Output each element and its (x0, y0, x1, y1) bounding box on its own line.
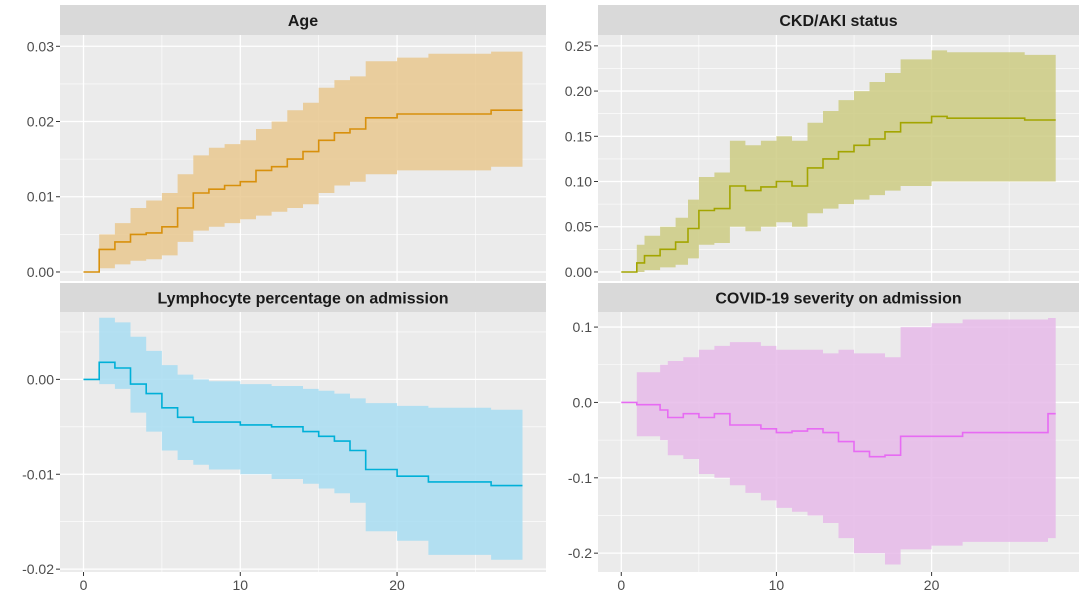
chart-1-strip (598, 5, 1079, 35)
chart-1-title: CKD/AKI status (779, 13, 897, 30)
chart-0-y-tick-label: 0.01 (27, 189, 54, 205)
chart-2-confidence-band (83, 317, 523, 560)
chart-1-y-tick-label: 0.10 (565, 174, 592, 190)
chart-3-y-tick-label: -0.1 (568, 470, 592, 486)
chart-2-y-tick-label: -0.01 (22, 466, 54, 482)
chart-1-y-tick-label: 0.05 (565, 219, 592, 235)
chart-2-y-tick-label: -0.02 (22, 561, 54, 577)
chart-0-y-tick-label: 0.00 (27, 264, 54, 280)
chart-3-title: COVID-19 severity on admission (715, 291, 961, 308)
chart-0-title: Age (288, 13, 318, 30)
facet-covid-19-severity: COVID-19 severity on admission 0.1 0.0 -0.1… (568, 283, 1079, 593)
facet-lymphocyte-percentage: Lymphocyte percentage on admission 0.00 -0… (22, 283, 546, 593)
chart-2-x-tick-label: 0 (80, 577, 88, 593)
chart-3-x-tick-label: 0 (617, 577, 625, 593)
chart-3-y-tick-label: 0.1 (573, 319, 593, 335)
chart-0-y-tick-label: 0.02 (27, 114, 54, 130)
chart-3-strip (598, 283, 1079, 312)
chart-2-step-line (83, 361, 523, 487)
chart-0-step-line (83, 109, 523, 273)
chart-3-x-tick-label: 20 (924, 577, 940, 593)
chart-0-y-tick-label: 0.03 (27, 38, 54, 54)
facet-ckd-aki-status: CKD/AKI status 0.00 0.05 0.10 0.15 0.20 0.25 (565, 5, 1079, 281)
chart-2-y-tick-label: 0.00 (27, 371, 54, 387)
chart-0-confidence-band (83, 51, 523, 272)
chart-3-y-tick-label: 0.0 (573, 394, 593, 410)
chart-3-x-tick-label: 10 (769, 577, 785, 593)
chart-1-y-tick-label: 0.25 (565, 38, 592, 54)
chart-2-x-tick-label: 10 (233, 577, 249, 593)
chart-3-step-line (621, 401, 1056, 458)
chart-2-strip (60, 283, 546, 312)
chart-1-y-tick-label: 0.15 (565, 128, 592, 144)
chart-2-x-tick-label: 20 (389, 577, 405, 593)
chart-2-title: Lymphocyte percentage on admission (157, 291, 448, 308)
chart-1-y-tick-label: 0.00 (565, 264, 592, 280)
chart-0-strip (60, 5, 546, 35)
facet-age: Age 0.00 0.01 0.02 0.03 (27, 5, 546, 281)
chart-3-y-tick-label: -0.2 (568, 545, 592, 561)
chart-1-step-line (621, 115, 1056, 273)
chart-1-confidence-band (621, 50, 1056, 273)
chart-1-y-tick-label: 0.20 (565, 83, 592, 99)
